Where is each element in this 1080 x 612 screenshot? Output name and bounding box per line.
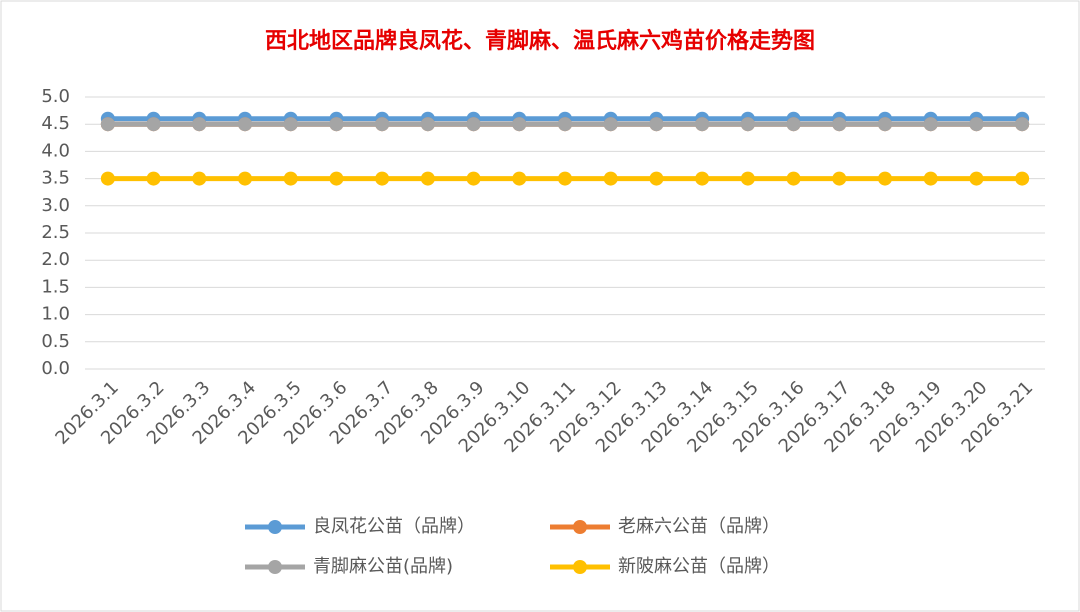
point <box>1015 171 1030 186</box>
point <box>283 171 298 186</box>
y-tick-label: 5.0 <box>41 86 70 107</box>
point <box>100 171 115 186</box>
point <box>329 117 344 132</box>
point <box>283 117 298 132</box>
point <box>329 171 344 186</box>
point <box>146 171 161 186</box>
y-tick-label: 1.0 <box>41 304 70 325</box>
legend-label: 新陂麻公苗（品牌） <box>618 556 780 577</box>
point <box>100 117 115 132</box>
point <box>832 117 847 132</box>
point <box>603 171 618 186</box>
point <box>786 117 801 132</box>
legend-label: 良凤花公苗（品牌） <box>313 516 475 537</box>
point <box>558 117 572 132</box>
point <box>466 117 481 132</box>
point <box>740 171 755 186</box>
point <box>512 171 527 186</box>
y-tick-label: 0.5 <box>41 331 70 352</box>
point <box>923 117 938 132</box>
point <box>420 171 435 186</box>
point <box>420 117 435 132</box>
point <box>878 117 892 132</box>
y-tick-label: 4.0 <box>41 140 70 161</box>
legend-marker <box>268 560 282 574</box>
point <box>649 171 664 186</box>
point <box>695 117 710 132</box>
point <box>1015 117 1030 132</box>
point <box>512 117 527 132</box>
point <box>558 171 572 186</box>
point <box>146 117 161 132</box>
point <box>603 117 618 132</box>
point <box>649 117 664 132</box>
point <box>969 171 984 186</box>
y-tick-label: 3.0 <box>41 195 70 216</box>
point <box>238 171 252 186</box>
legend-marker <box>573 560 587 574</box>
y-tick-label: 2.5 <box>41 222 70 243</box>
legend-marker <box>573 520 587 534</box>
point <box>375 117 390 132</box>
point <box>695 171 710 186</box>
y-tick-label: 0.0 <box>41 358 70 379</box>
legend-label: 老麻六公苗（品牌） <box>618 516 780 537</box>
y-tick-label: 3.5 <box>41 168 70 189</box>
chart-title: 西北地区品牌良凤花、青脚麻、温氏麻六鸡苗价格走势图 <box>265 28 815 54</box>
legend-marker <box>268 520 282 534</box>
point <box>832 171 847 186</box>
point <box>786 171 801 186</box>
y-tick-label: 1.5 <box>41 276 70 297</box>
legend-label: 青脚麻公苗(品牌) <box>313 556 453 577</box>
point <box>878 171 892 186</box>
y-tick-label: 2.0 <box>41 249 70 270</box>
point <box>923 171 938 186</box>
point <box>466 171 481 186</box>
point <box>192 171 207 186</box>
point <box>740 117 755 132</box>
point <box>969 117 984 132</box>
point <box>238 117 252 132</box>
y-tick-label: 4.5 <box>41 113 70 134</box>
point <box>192 117 207 132</box>
point <box>375 171 390 186</box>
